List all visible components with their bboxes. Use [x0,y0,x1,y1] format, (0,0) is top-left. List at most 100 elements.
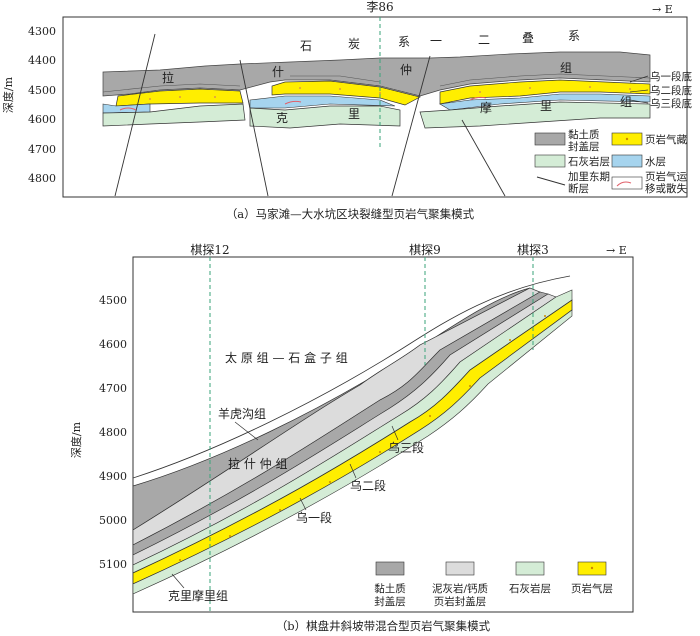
legend-limestone-swatch [515,561,545,576]
label-top-1: 石 [300,39,312,53]
depth-tick-4500: 4500 [99,294,127,307]
label-kml-3: 摩 [480,100,492,115]
legend-fault-swatch [536,176,566,186]
label-kml-4: 里 [540,99,552,113]
depth-tick-4700: 4700 [28,143,56,156]
legend-shale-gas: 页岩气层 [571,582,613,595]
legend-limestone: 石灰岩层 [509,582,551,595]
depth-tick-4600: 4600 [99,338,127,351]
depth-tick-4500: 4500 [28,84,56,97]
callout-wu2: 乌二段底 [650,84,692,97]
label-lst-2: 什 [272,65,284,79]
label-kml-2: 里 [348,107,360,121]
callout-wu3: 乌三段底 [650,97,692,110]
label-top-2: 炭 [348,37,360,51]
legend-clay-swatch [534,132,566,146]
legend-migration-line2: 移或散失 [645,182,687,195]
wu2-leader [349,463,357,479]
panel-b-depth-axis: 4500 4600 4700 4800 4900 5000 5100 深度/m [69,294,127,571]
limestone-lower-layer [133,309,573,595]
label-wu2: 乌二段 [350,478,386,493]
label-wu1: 乌一段 [296,510,332,525]
legend-shale-gas: 页岩气藏 [645,133,687,146]
panel-b-section [133,257,573,612]
legend-limestone-swatch [534,154,566,168]
legend-clay-line2: 封盖层 [568,140,600,153]
legend-migration-line1: 页岩气运 [645,170,687,183]
gas-markers-b [179,315,546,561]
legend-marl-line2: 页岩封盖层 [434,595,487,608]
label-top-3: 系 [398,35,410,49]
taiyuan-top-line [133,275,571,479]
legend-clay-swatch [375,561,405,576]
wu1-leader [299,497,307,511]
water-layer [102,93,651,114]
wu3-leader [391,425,399,441]
kelimoli-leader [171,573,185,589]
legend-migration-arrow [616,181,632,187]
panel-a-east-label: → E [652,3,673,16]
panel-b-east-label: → E [606,244,627,257]
well-li86-label: 李86 [366,0,393,14]
legend-water: 水层 [645,156,666,168]
well-qitan3-label: 棋探3 [517,243,549,257]
panel-a-legend: 黏土质 封盖层 页岩气藏 石灰岩层 水层 加里东期 断层 页岩气运 移或散失 [534,128,687,195]
yanghugou-leader [234,421,259,441]
migration-arrows [119,96,487,111]
legend-fault-line1: 加里东期 [568,170,610,183]
legend-gas-marker-b [590,566,594,570]
panel-a: → E 4300 4400 4500 4600 4700 4800 深度/m [1,0,692,221]
panel-b-caption: （b）棋盘井斜坡带混合型页岩气聚集模式 [276,619,491,633]
panel-a-caption: （a）马家滩—大水坑区块裂缝型页岩气聚集模式 [226,207,475,221]
limestone-layer [102,101,651,129]
label-lst-1: 拉 [162,70,174,85]
depth-tick-4300: 4300 [28,25,56,38]
legend-clay-line2: 封盖层 [374,595,406,608]
label-wu3: 乌三段 [388,440,424,455]
well-qitan12-label: 棋探12 [190,243,229,257]
clay-cap-layer [102,51,651,97]
legend-fault-line2: 断层 [568,182,589,195]
callout-wu1: 乌一段底 [650,70,692,83]
depth-axis-label: 深度/m [69,421,83,458]
label-lst-3: 仲 [400,63,412,77]
depth-tick-5000: 5000 [99,514,127,527]
panel-a-depth-axis: 4300 4400 4500 4600 4700 4800 深度/m [1,25,56,185]
legend-clay-line1: 黏土质 [568,128,600,141]
depth-tick-4400: 4400 [28,54,56,67]
legend-limestone: 石灰岩层 [568,155,610,168]
panel-a-callouts: 乌一段底 乌二段底 乌三段底 [629,70,692,110]
label-kml-1: 克 [276,111,288,125]
label-kml-5: 组 [620,95,632,109]
panel-a-formation-labels: 石 炭 系 一 二 叠 系 拉 什 仲 组 克 里 摩 里 组 [162,29,632,125]
legend-marl-line1: 泥灰岩/钙质 [432,582,488,595]
gas-markers [149,86,631,100]
clay-bedding [102,73,651,93]
depth-axis-label: 深度/m [1,76,15,113]
depth-tick-4900: 4900 [99,470,127,483]
panel-b: → E 4500 4600 4700 4800 4900 5000 5100 深… [69,243,634,633]
panel-b-legend: 黏土质 封盖层 泥灰岩/钙质 页岩封盖层 石灰岩层 页岩气层 [374,561,613,608]
depth-tick-4800: 4800 [28,172,56,185]
depth-tick-4700: 4700 [99,382,127,395]
legend-clay-line1: 黏土质 [374,582,406,595]
label-top-4: 一 [430,34,442,48]
label-top-6: 叠 [522,31,534,45]
legend-water-swatch [611,154,643,168]
label-top-5: 二 [478,33,490,47]
label-taiyuan: 太 原 组 — 石 盒 子 组 [225,350,348,365]
depth-tick-4600: 4600 [28,113,56,126]
faults [114,33,506,197]
legend-migration-swatch [611,176,643,190]
well-qitan9-label: 棋探9 [409,243,441,257]
legend-gas-marker [625,137,629,141]
legend-marl-swatch [445,561,475,576]
label-lashizhong: 拉 什 仲 组 [228,456,287,471]
label-lst-4: 组 [560,61,572,75]
depth-tick-5100: 5100 [99,558,127,571]
panel-a-section [102,17,651,197]
label-kelimoli: 克里摩里组 [168,588,228,603]
label-top-7: 系 [568,29,580,43]
depth-tick-4800: 4800 [99,426,127,439]
